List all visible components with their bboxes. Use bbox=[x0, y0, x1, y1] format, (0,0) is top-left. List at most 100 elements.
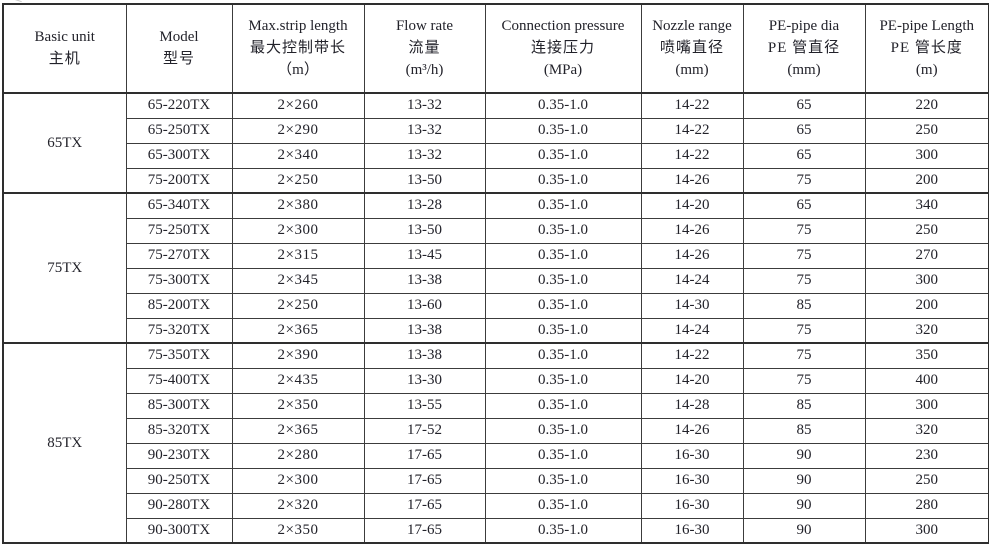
table-row: 75-320TX 2×365 13-38 0.35-1.0 14-24 75 320 bbox=[3, 317, 989, 344]
cell-pipe-dia: 75 bbox=[742, 367, 866, 394]
cell-nozzle-range: 16-30 bbox=[640, 442, 744, 469]
cell-strip-length: 2×290 bbox=[231, 117, 365, 144]
header-unit: (MPa) bbox=[543, 62, 583, 78]
cell-pipe-length: 400 bbox=[864, 367, 989, 394]
basic-unit-cell: 65TX bbox=[2, 92, 127, 194]
header-basic-unit: Basic unit 主机 bbox=[2, 3, 127, 94]
cell-strip-length: 2×345 bbox=[231, 267, 365, 294]
cell-flow-rate: 17-65 bbox=[363, 517, 486, 544]
header-label-zh: 流量 bbox=[408, 40, 441, 56]
cell-pipe-dia: 75 bbox=[742, 317, 866, 344]
cell-pressure: 0.35-1.0 bbox=[484, 467, 642, 494]
cell-nozzle-range: 14-22 bbox=[640, 92, 744, 119]
cell-strip-length: 2×340 bbox=[231, 142, 365, 169]
table-row: 75-250TX 2×300 13-50 0.35-1.0 14-26 75 250 bbox=[3, 217, 989, 244]
cell-model: 65-250TX bbox=[125, 117, 233, 144]
cell-pipe-dia: 75 bbox=[742, 167, 866, 194]
cell-nozzle-range: 16-30 bbox=[640, 467, 744, 494]
cell-nozzle-range: 16-30 bbox=[640, 492, 744, 519]
cell-model: 75-400TX bbox=[125, 367, 233, 394]
cell-pipe-dia: 85 bbox=[742, 392, 866, 419]
cell-model: 65-340TX bbox=[125, 192, 233, 219]
cell-nozzle-range: 14-24 bbox=[640, 317, 744, 344]
cell-model: 90-250TX bbox=[125, 467, 233, 494]
cell-flow-rate: 13-28 bbox=[363, 192, 486, 219]
table-row: 75-400TX 2×435 13-30 0.35-1.0 14-20 75 400 bbox=[3, 367, 989, 394]
basic-unit-cell: 85TX bbox=[2, 342, 127, 544]
spec-table-body: 65TX 65-220TX 2×260 13-32 0.35-1.0 14-22 65 220… bbox=[2, 92, 989, 544]
cell-pressure: 0.35-1.0 bbox=[484, 142, 642, 169]
cell-pipe-dia: 75 bbox=[742, 267, 866, 294]
cell-flow-rate: 13-38 bbox=[363, 267, 486, 294]
cell-pipe-dia: 65 bbox=[742, 117, 866, 144]
cell-pressure: 0.35-1.0 bbox=[484, 167, 642, 194]
cell-pipe-length: 250 bbox=[864, 117, 989, 144]
header-unit: （m） bbox=[277, 62, 319, 78]
header-label-zh: PE 管直径 bbox=[767, 40, 841, 56]
header-max-strip-length: Max.strip length 最大控制带长 （m） bbox=[231, 3, 365, 94]
cell-nozzle-range: 14-22 bbox=[640, 342, 744, 369]
header-label-zh: 连接压力 bbox=[530, 40, 595, 56]
cell-pressure: 0.35-1.0 bbox=[484, 117, 642, 144]
basic-unit-cell: 75TX bbox=[2, 192, 127, 344]
cell-pipe-dia: 90 bbox=[742, 492, 866, 519]
cell-pipe-length: 200 bbox=[864, 292, 989, 319]
header-pe-pipe-length: PE-pipe Length PE 管长度 (m) bbox=[864, 3, 989, 94]
header-unit: (mm) bbox=[675, 62, 709, 78]
cell-pressure: 0.35-1.0 bbox=[484, 267, 642, 294]
cell-model: 90-230TX bbox=[125, 442, 233, 469]
cell-pipe-dia: 90 bbox=[742, 467, 866, 494]
cell-flow-rate: 13-55 bbox=[363, 392, 486, 419]
cell-pipe-dia: 65 bbox=[742, 142, 866, 169]
cell-nozzle-range: 14-22 bbox=[640, 142, 744, 169]
header-label-zh: PE 管长度 bbox=[890, 40, 963, 56]
cell-pipe-dia: 90 bbox=[742, 442, 866, 469]
cell-strip-length: 2×300 bbox=[231, 217, 365, 244]
cell-pressure: 0.35-1.0 bbox=[484, 292, 642, 319]
table-row: 90-280TX 2×320 17-65 0.35-1.0 16-30 90 280 bbox=[3, 492, 989, 519]
cell-flow-rate: 13-32 bbox=[363, 92, 486, 119]
cell-pressure: 0.35-1.0 bbox=[484, 192, 642, 219]
cell-pressure: 0.35-1.0 bbox=[484, 217, 642, 244]
cell-pipe-dia: 85 bbox=[742, 417, 866, 444]
table-row: 65-300TX 2×340 13-32 0.35-1.0 14-22 65 300 bbox=[3, 142, 989, 169]
cell-model: 85-200TX bbox=[125, 292, 233, 319]
cell-pipe-length: 320 bbox=[864, 417, 989, 444]
cell-model: 65-300TX bbox=[125, 142, 233, 169]
cell-pressure: 0.35-1.0 bbox=[484, 242, 642, 269]
cell-strip-length: 2×280 bbox=[231, 442, 365, 469]
header-label-en: Nozzle range bbox=[652, 18, 732, 34]
table-row: 75-200TX 2×250 13-50 0.35-1.0 14-26 75 200 bbox=[3, 167, 989, 194]
cell-model: 75-300TX bbox=[125, 267, 233, 294]
cell-flow-rate: 13-60 bbox=[363, 292, 486, 319]
cell-nozzle-range: 14-26 bbox=[640, 167, 744, 194]
header-label-en: PE-pipe Length bbox=[879, 18, 975, 34]
header-label-en: Basic unit bbox=[34, 28, 95, 45]
cell-pipe-length: 250 bbox=[864, 467, 989, 494]
cell-strip-length: 2×435 bbox=[231, 367, 365, 394]
header-nozzle-range: Nozzle range 喷嘴直径 (mm) bbox=[640, 3, 744, 94]
cell-pipe-dia: 75 bbox=[742, 242, 866, 269]
cell-pipe-length: 200 bbox=[864, 167, 989, 194]
cell-pipe-length: 320 bbox=[864, 317, 989, 344]
cell-nozzle-range: 14-22 bbox=[640, 117, 744, 144]
cell-pipe-length: 300 bbox=[864, 392, 989, 419]
header-label-en: Flow rate bbox=[395, 18, 454, 34]
cell-flow-rate: 13-50 bbox=[363, 217, 486, 244]
header-unit: (mm) bbox=[787, 62, 821, 78]
header-flow-rate: Flow rate 流量 (m³/h) bbox=[363, 3, 486, 94]
cell-pipe-length: 350 bbox=[864, 342, 989, 369]
table-row: 75TX 65-340TX 2×380 13-28 0.35-1.0 14-20 65 340 bbox=[2, 192, 989, 344]
cell-pipe-length: 300 bbox=[864, 142, 989, 169]
header-unit: (m) bbox=[915, 62, 938, 78]
cell-strip-length: 2×365 bbox=[231, 317, 365, 344]
cell-flow-rate: 13-32 bbox=[363, 117, 486, 144]
cell-pipe-dia: 65 bbox=[742, 192, 866, 219]
cell-strip-length: 2×300 bbox=[231, 467, 365, 494]
spec-table: Basic unit 主机 Model 型号 Max.strip length … bbox=[2, 3, 989, 544]
header-label-zh: 主机 bbox=[48, 50, 81, 67]
cell-pipe-dia: 65 bbox=[742, 92, 866, 119]
cell-flow-rate: 13-45 bbox=[363, 242, 486, 269]
cell-nozzle-range: 14-30 bbox=[640, 292, 744, 319]
header-label-zh: 型号 bbox=[162, 50, 195, 67]
